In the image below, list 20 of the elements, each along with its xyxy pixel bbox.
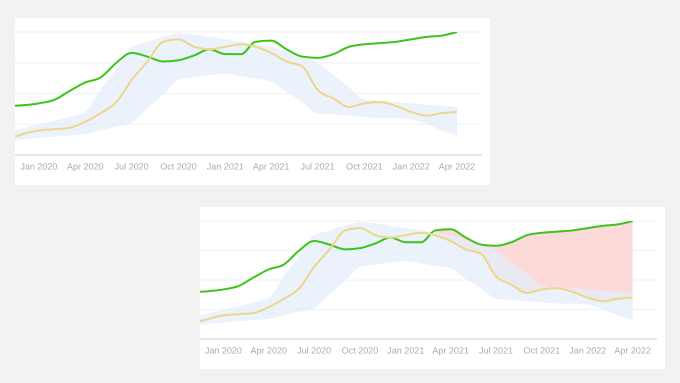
- x-tick-label: Oct 2021: [346, 161, 383, 172]
- x-tick-label: Jul 2021: [300, 161, 335, 172]
- x-tick-label: Oct 2021: [524, 345, 560, 356]
- x-tick-label: Jan 2022: [569, 345, 606, 356]
- x-tick-label: Jan 2022: [392, 161, 430, 172]
- x-tick-label: Jan 2020: [20, 161, 58, 172]
- x-tick-label: Jan 2021: [206, 161, 244, 172]
- x-tick-label: Jul 2021: [479, 345, 514, 356]
- x-tick-label: Jan 2020: [204, 345, 242, 356]
- x-tick-label: Jul 2020: [297, 345, 332, 356]
- x-tick-label: Jan 2021: [387, 345, 424, 356]
- x-tick-label: Oct 2020: [160, 161, 197, 172]
- x-tick-label: Apr 2021: [252, 161, 290, 172]
- x-tick-label: Apr 2022: [614, 345, 651, 356]
- x-tick-label: Apr 2021: [432, 345, 469, 356]
- x-tick-label: Jul 2020: [114, 161, 149, 172]
- x-tick-label: Apr 2022: [438, 161, 476, 172]
- x-tick-label: Apr 2020: [250, 345, 288, 356]
- x-tick-label: Oct 2020: [342, 345, 378, 356]
- x-tick-label: Apr 2020: [67, 161, 104, 172]
